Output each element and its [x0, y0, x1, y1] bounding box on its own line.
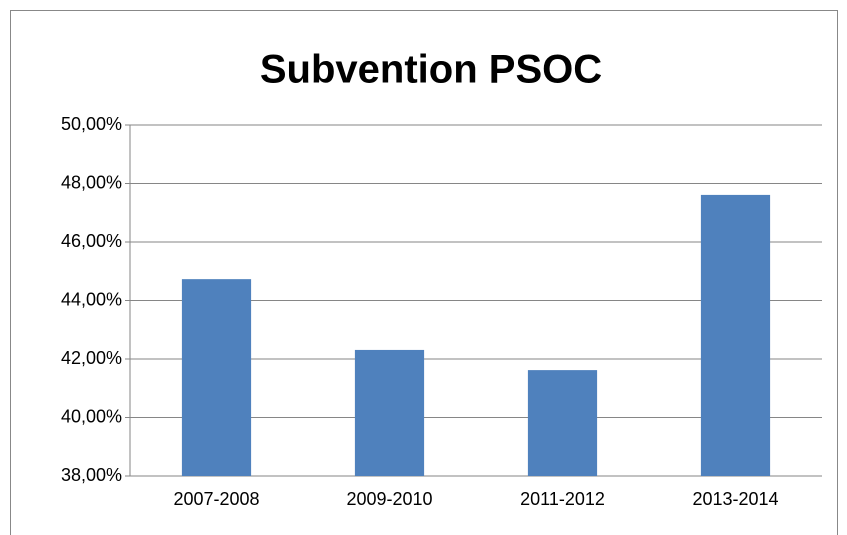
y-tick-label: 44,00% [61, 289, 122, 309]
bar [700, 194, 771, 476]
y-tick-label: 38,00% [61, 465, 122, 485]
x-tick-label: 2007-2008 [173, 489, 259, 509]
x-tick-label: 2011-2012 [520, 489, 605, 509]
bar [354, 349, 425, 476]
y-tick-label: 40,00% [61, 406, 122, 426]
y-tick-label: 46,00% [61, 231, 122, 251]
chart-title: Subvention PSOC [260, 48, 602, 92]
y-tick-label: 48,00% [61, 172, 122, 192]
x-tick-label: 2009-2010 [346, 489, 432, 509]
y-tick-label: 50,00% [61, 114, 122, 134]
bar [181, 279, 252, 476]
y-tick-label: 42,00% [61, 348, 122, 368]
bar [527, 370, 598, 476]
x-tick-label: 2013-2014 [692, 489, 778, 509]
